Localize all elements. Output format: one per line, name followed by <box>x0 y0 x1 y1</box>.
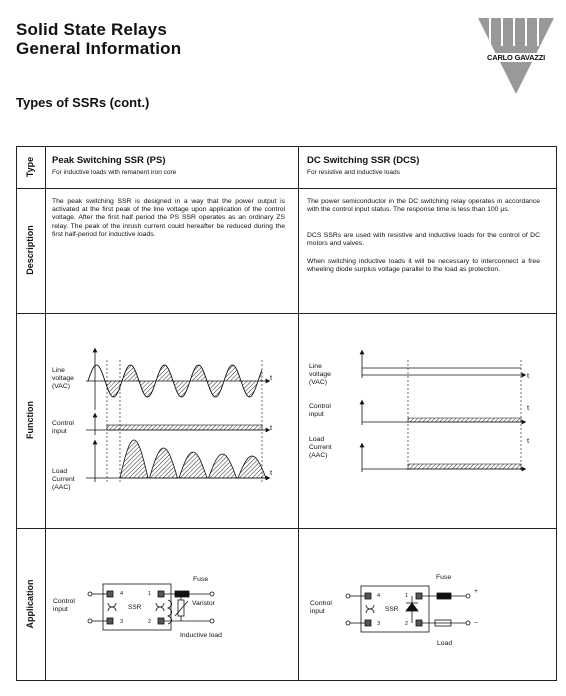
dcs-fuse-symbol <box>436 592 452 600</box>
dcs-control-input-bar <box>407 417 522 423</box>
dcs-terminal-1: 1 <box>405 593 409 599</box>
ps-time-axis-label: t <box>270 468 273 477</box>
ps-ssr-block <box>102 583 172 631</box>
dcs-load-current-label: Load Current (AAC) <box>309 436 332 459</box>
dcs-plus-label: + <box>474 588 478 595</box>
ps-title: Peak Switching SSR (PS) <box>52 155 166 166</box>
dcs-ssr-label: SSR <box>385 606 399 613</box>
page-title-line1: Solid State Relays <box>16 20 167 39</box>
table-border-bottom <box>16 680 557 681</box>
dcs-fuse-label: Fuse <box>436 574 452 581</box>
carlo-gavazzi-logo: CARLO GAVAZZI <box>476 16 556 96</box>
table-divider <box>298 146 299 681</box>
ps-timing-diagram <box>86 347 271 482</box>
dcs-title: DC Switching SSR (DCS) <box>307 155 420 166</box>
dcs-wiring-diagram <box>345 585 471 633</box>
ps-load-current-wave <box>119 439 268 479</box>
dcs-ssr-block <box>360 585 430 633</box>
ps-inductive-load-coil <box>166 599 173 625</box>
ps-app-control-input-label: Control input <box>53 598 75 613</box>
ps-control-input-bar <box>106 424 263 431</box>
ps-description: The peak switching SSR is designed in a … <box>52 198 285 238</box>
ps-line-voltage-label: Line voltage (VAC) <box>52 367 74 390</box>
page-title-line2: General Information <box>16 39 182 58</box>
ps-varistor-label: Varistor <box>192 600 215 607</box>
ps-terminal-3: 3 <box>120 619 124 625</box>
ps-inductive-load-label: Inductive load <box>180 632 222 639</box>
dcs-line-voltage-label: Line voltage (VAC) <box>309 363 331 386</box>
table-divider <box>45 146 46 681</box>
dcs-freewheel-diode <box>405 602 419 612</box>
dcs-load-label: Load <box>437 640 453 647</box>
table-border-top <box>16 146 557 147</box>
dcs-terminal-4: 4 <box>377 593 381 599</box>
dcs-control-input-label: Control input <box>309 403 331 418</box>
ps-wiring-diagram <box>87 583 215 631</box>
ps-load-current-label: Load Current (AAC) <box>52 468 75 491</box>
table-divider <box>16 313 557 314</box>
dcs-subtitle: For resistive and inductive loads <box>307 169 400 176</box>
ps-fuse-label: Fuse <box>193 576 209 583</box>
table-divider <box>16 528 557 529</box>
ps-terminal-4: 4 <box>120 591 124 597</box>
dcs-load-current-bar <box>407 463 522 470</box>
ps-fuse-symbol <box>174 590 190 598</box>
ps-terminal-2: 2 <box>148 619 152 625</box>
ps-control-input-label: Control input <box>52 420 74 435</box>
dcs-time-axis-label: t <box>527 403 530 412</box>
ps-ssr-label: SSR <box>128 604 142 611</box>
dcs-terminal-3: 3 <box>377 621 381 627</box>
ps-varistor-symbol <box>177 599 185 617</box>
dcs-time-axis-label: t <box>527 436 530 445</box>
dcs-timing-diagram <box>359 349 527 472</box>
ps-time-axis-label: t <box>270 423 273 432</box>
table-divider <box>16 188 557 189</box>
dcs-terminal-2: 2 <box>405 621 409 627</box>
dcs-description-p3: When switching inductive loads it will b… <box>307 258 540 274</box>
ps-time-axis-label: t <box>270 373 273 382</box>
dcs-description-p1: The power semiconductor in the DC switch… <box>307 198 540 214</box>
dcs-load-symbol <box>434 619 452 627</box>
table-border-right <box>556 146 557 681</box>
table-border-left <box>16 146 17 681</box>
ps-line-voltage-conduction <box>107 365 262 397</box>
ps-subtitle: For inductive loads with remanent iron c… <box>52 169 177 176</box>
ps-terminal-1: 1 <box>148 591 152 597</box>
section-title: Types of SSRs (cont.) <box>16 95 150 110</box>
dcs-app-control-input-label: Control input <box>310 600 332 615</box>
dcs-minus-label: – <box>474 619 478 626</box>
dcs-description-p2: DCS SSRs are used with resistive and ind… <box>307 232 540 248</box>
dcs-time-axis-label: t <box>527 371 530 380</box>
logo-text: CARLO GAVAZZI <box>476 53 556 62</box>
